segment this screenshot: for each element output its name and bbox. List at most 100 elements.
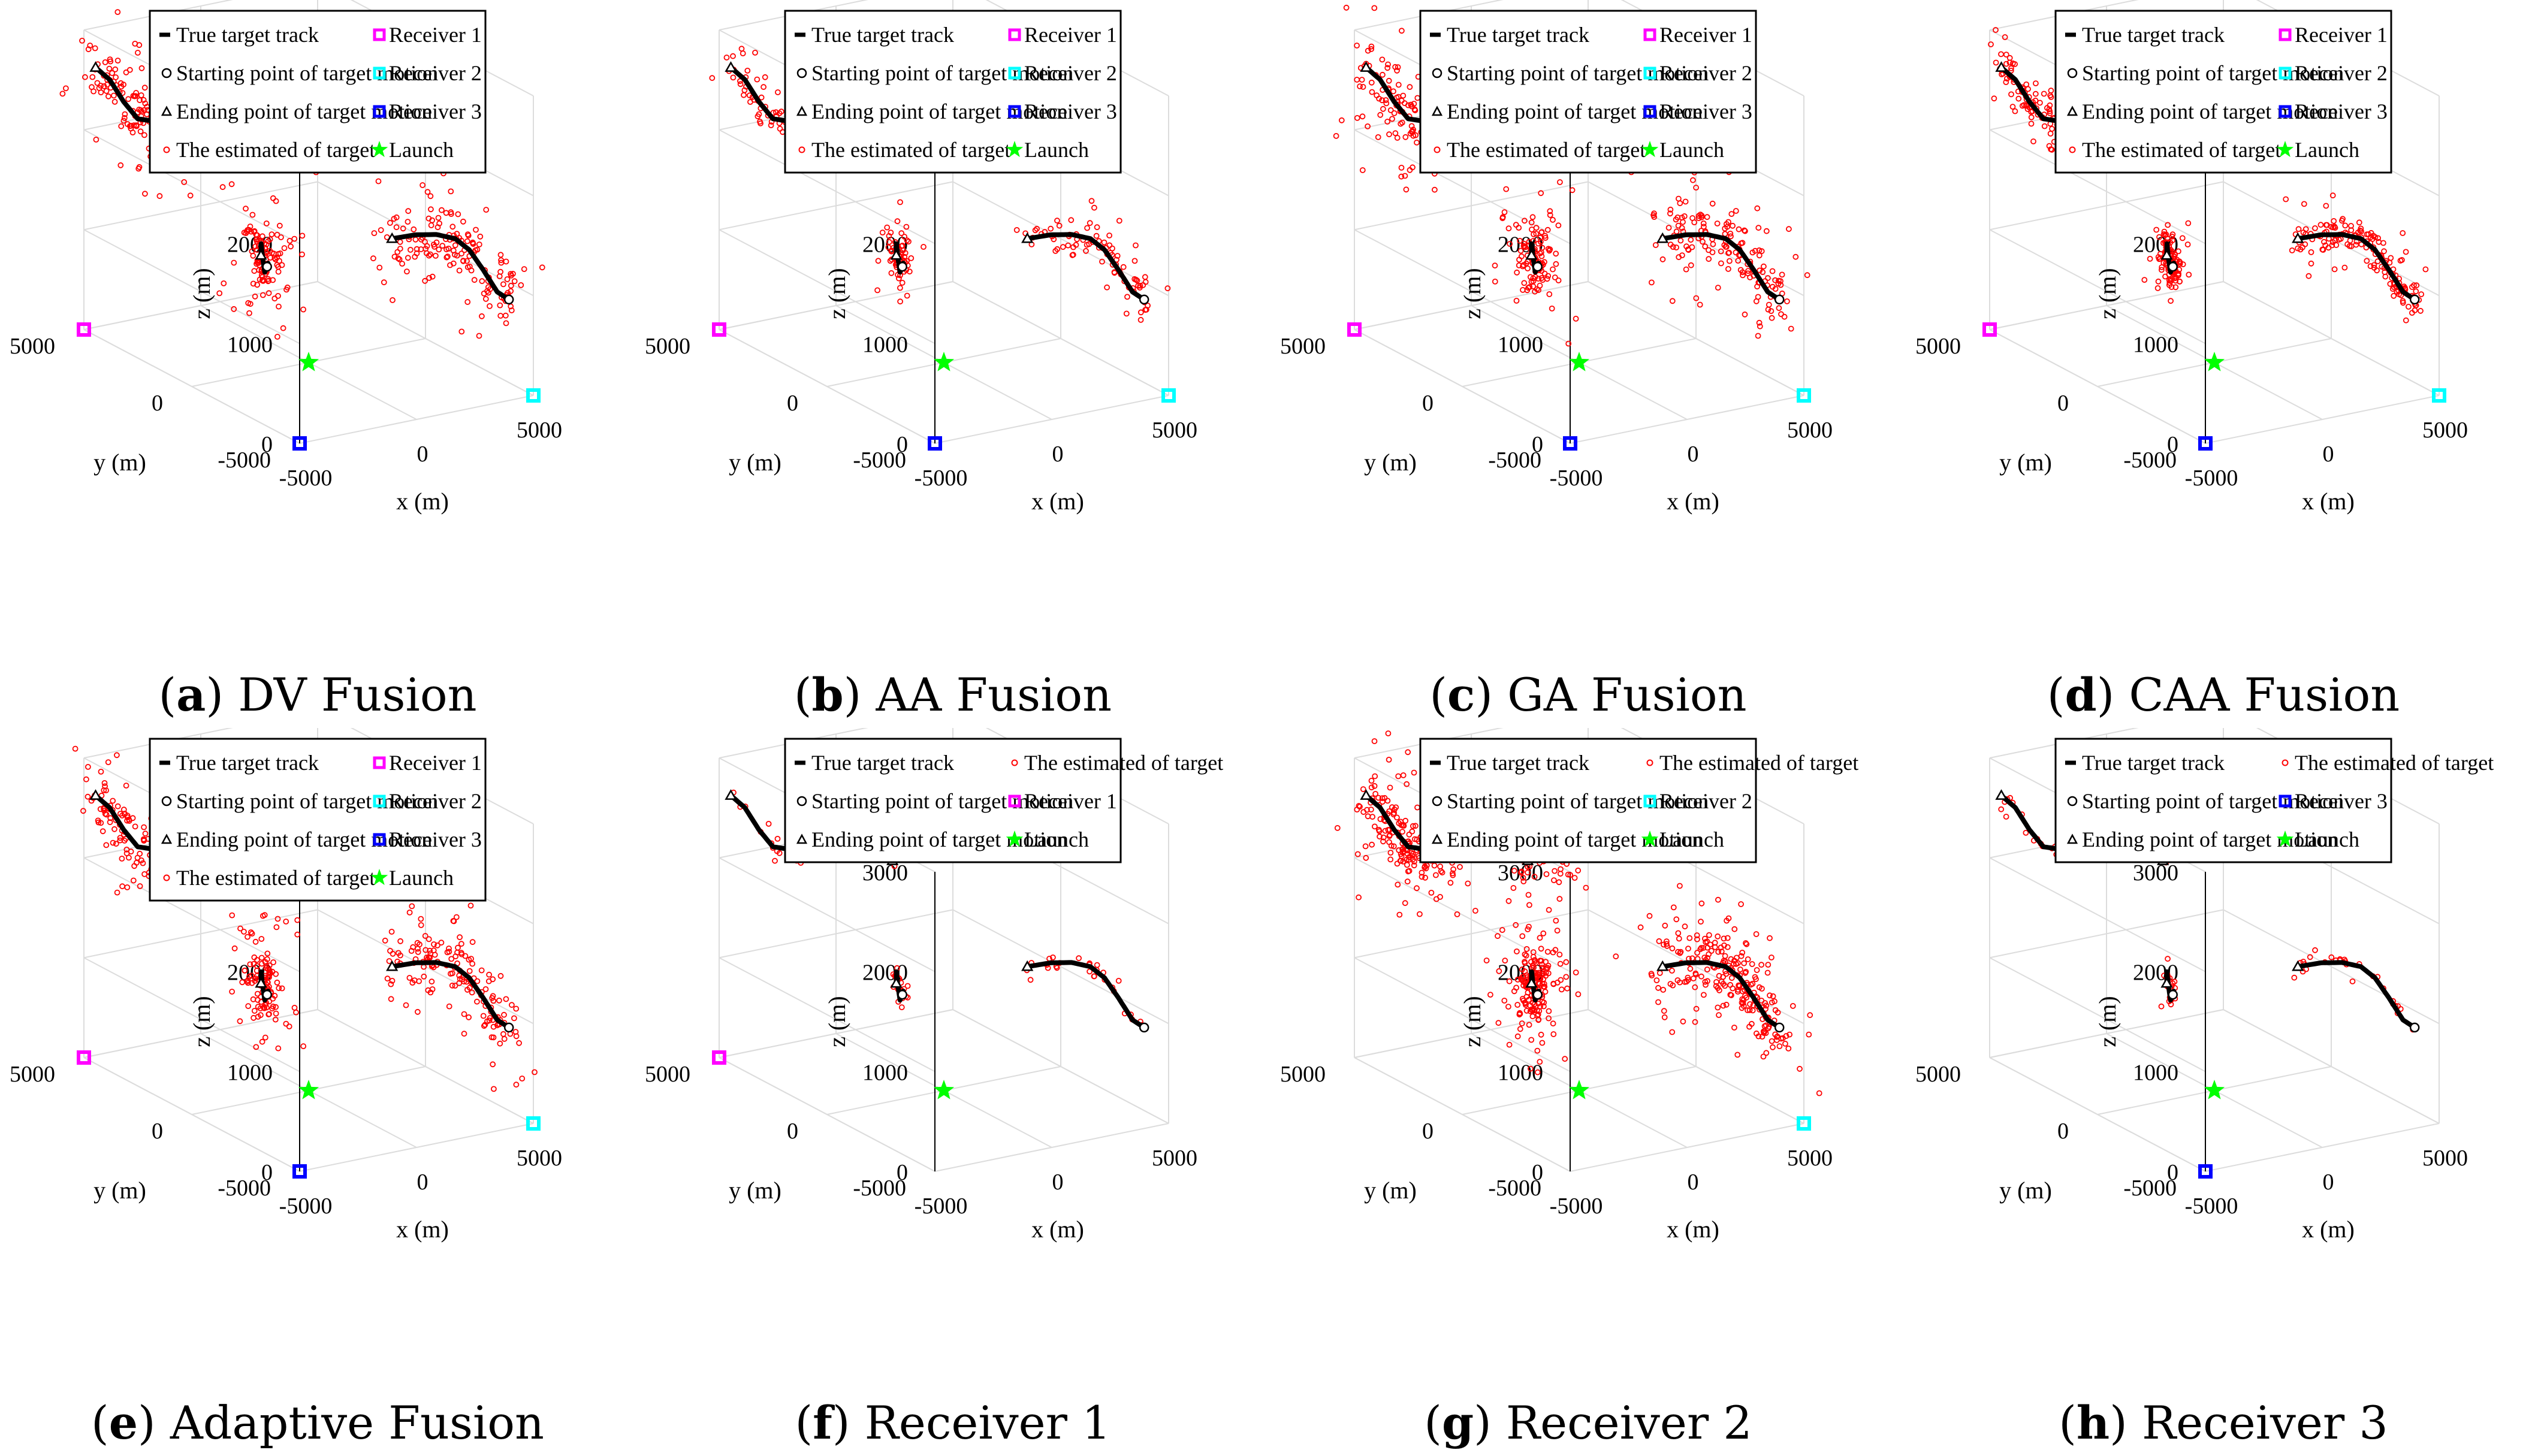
- estimate-point: [1377, 833, 1383, 840]
- estimate-point: [275, 1045, 282, 1052]
- estimate-point: [1414, 804, 1420, 811]
- estimate-point: [2388, 255, 2394, 261]
- estimate-point: [1698, 919, 1704, 925]
- estimate-point: [1575, 991, 1582, 998]
- y-axis-label: y (m): [93, 449, 146, 476]
- estimate-point: [254, 990, 261, 997]
- receiver-2-marker: [526, 388, 541, 403]
- estimate-point: [466, 968, 473, 974]
- receiver-1-marker: [77, 322, 91, 337]
- estimate-point: [2321, 238, 2327, 245]
- x-tick-label: 0: [1052, 1170, 1064, 1195]
- estimate-point: [1392, 64, 1399, 70]
- estimate-point: [1754, 1030, 1760, 1037]
- estimate-point: [1747, 274, 1753, 280]
- left-wall-grid-line: [1354, 329, 1571, 444]
- estimate-point: [1133, 276, 1139, 283]
- estimate-point: [2176, 258, 2183, 265]
- estimate-point: [276, 258, 282, 264]
- legend-receiver-1-marker: [1008, 28, 1021, 41]
- estimate-point: [1676, 935, 1682, 942]
- estimate-point: [1056, 222, 1063, 229]
- y-axis-label: y (m): [1999, 1177, 2052, 1204]
- estimate-point: [1670, 904, 1677, 911]
- z-tick-label: 3000: [2133, 860, 2178, 886]
- estimate-point: [772, 109, 779, 116]
- estimate-point: [1547, 212, 1553, 218]
- y-tick-label: -5000: [2123, 448, 2177, 473]
- x-tick-label: 5000: [517, 1146, 562, 1171]
- estimate-point: [111, 98, 118, 105]
- estimate-point: [752, 50, 758, 56]
- estimate-point: [1788, 325, 1794, 332]
- end-point-marker: [386, 232, 399, 243]
- estimate-point: [291, 1004, 298, 1011]
- estimate-point: [98, 820, 104, 826]
- estimate-point: [2170, 271, 2177, 278]
- estimate-point: [1679, 225, 1685, 231]
- estimate-point: [1677, 237, 1684, 244]
- estimate-point: [1683, 266, 1689, 273]
- estimate-point: [884, 224, 891, 231]
- estimate-point: [266, 974, 272, 980]
- estimate-point: [1660, 986, 1667, 993]
- estimate-point: [111, 826, 117, 832]
- estimate-point: [423, 250, 430, 256]
- estimate-point: [228, 181, 235, 188]
- estimate-point: [376, 264, 383, 271]
- x-tick-label: -5000: [1550, 466, 1603, 491]
- estimate-point: [1797, 1065, 1803, 1072]
- estimate-point: [118, 123, 125, 129]
- estimate-point: [2047, 131, 2054, 137]
- estimate-point: [1412, 823, 1419, 829]
- estimate-point: [449, 223, 456, 230]
- estimate-point: [1368, 79, 1375, 86]
- estimate-point: [446, 1003, 452, 1010]
- z-axis-label: z (m): [2094, 996, 2121, 1047]
- estimate-point: [1688, 237, 1694, 243]
- estimate-point: [1526, 902, 1532, 908]
- estimate-point: [273, 1004, 279, 1010]
- estimate-point: [774, 89, 781, 95]
- estimate-point: [1535, 1017, 1542, 1023]
- estimate-point: [1503, 186, 1510, 192]
- receiver-1-marker: [712, 322, 726, 337]
- legend-receiver-2-marker: [1008, 67, 1021, 80]
- estimate-point: [1669, 1029, 1676, 1035]
- estimate-point: [1690, 177, 1696, 183]
- estimate-point: [1387, 107, 1394, 113]
- estimate-point: [1649, 279, 1655, 286]
- estimate-point: [1573, 969, 1579, 975]
- estimate-point: [1655, 999, 1661, 1005]
- estimate-point: [1710, 241, 1716, 247]
- receiver-2-marker: [2432, 388, 2446, 403]
- estimate-point: [1391, 110, 1398, 116]
- caption-letter: (f): [795, 1396, 865, 1449]
- estimate-point: [114, 9, 121, 16]
- estimate-point: [496, 273, 503, 280]
- estimate-point: [1533, 960, 1540, 966]
- estimate-point: [276, 222, 283, 229]
- estimate-point: [1546, 1015, 1552, 1022]
- estimate-point: [2172, 284, 2179, 291]
- estimate-point: [1758, 962, 1764, 968]
- estimate-point: [762, 74, 768, 80]
- estimate-point: [1731, 957, 1737, 964]
- estimate-point: [1783, 1033, 1789, 1039]
- estimate-point: [1501, 209, 1508, 216]
- estimate-point: [221, 280, 227, 286]
- estimate-point: [1439, 869, 1445, 876]
- estimate-point: [1680, 1018, 1686, 1025]
- estimate-point: [1667, 981, 1674, 987]
- estimate-point: [251, 1008, 258, 1014]
- estimate-point: [2184, 241, 2191, 247]
- estimate-point: [772, 857, 778, 864]
- estimate-point: [446, 946, 452, 951]
- legend-label: True target track: [176, 23, 319, 47]
- estimate-point: [408, 246, 414, 253]
- panel-caption: (d) CAA Fusion: [1906, 668, 2541, 721]
- estimate-point: [1388, 842, 1395, 849]
- estimate-point: [1698, 945, 1704, 951]
- estimate-point: [1763, 1030, 1769, 1037]
